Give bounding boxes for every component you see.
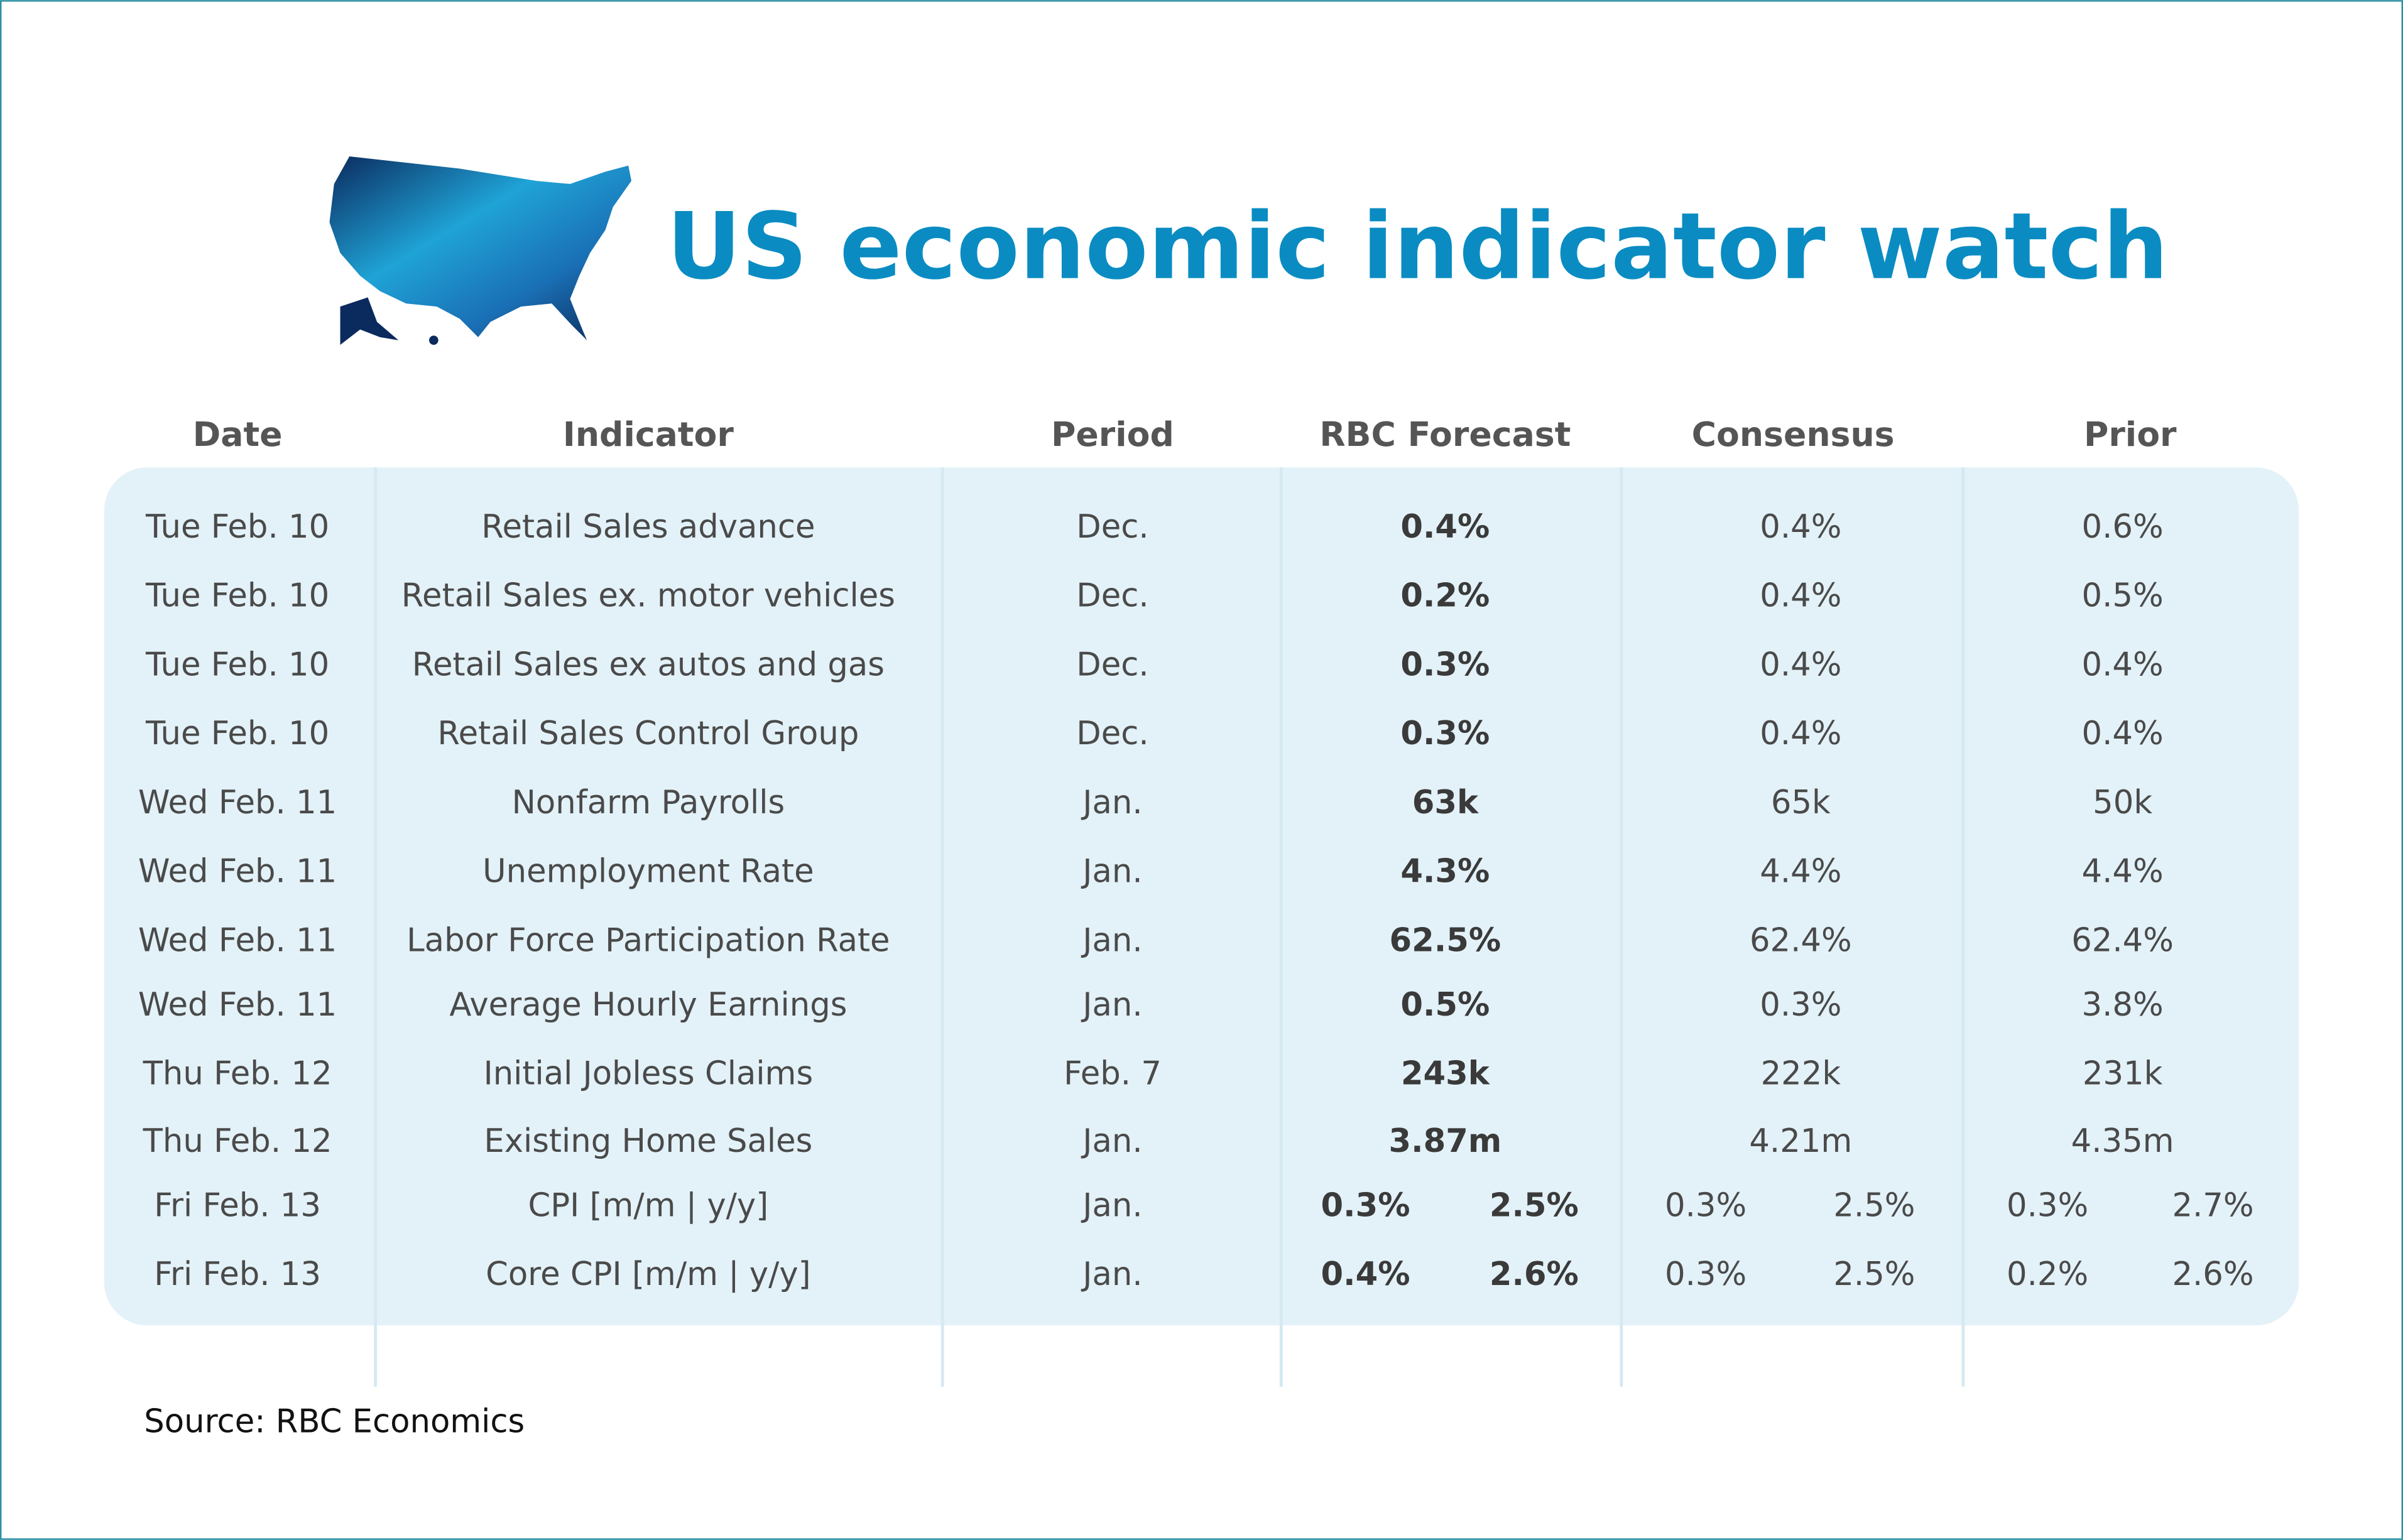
cell: 2.6%: [2172, 1255, 2253, 1293]
hawaii: [429, 335, 439, 345]
cell: Feb. 7: [1064, 1055, 1162, 1093]
cell: 222k: [1761, 1055, 1841, 1093]
cell: 50k: [2093, 784, 2152, 822]
cell: Retail Sales ex autos and gas: [412, 646, 885, 683]
column-header: RBC Forecast: [1319, 415, 1571, 454]
cell: 2.5%: [1490, 1186, 1579, 1224]
cell: 0.3%: [1665, 1255, 1746, 1293]
cell: 0.5%: [2082, 577, 2164, 615]
cell: 0.2%: [1400, 577, 1490, 615]
cell: Wed Feb. 11: [138, 784, 337, 822]
cell: Thu Feb. 12: [143, 1055, 332, 1093]
cell: 4.4%: [1760, 853, 1841, 891]
cell: 0.4%: [1760, 715, 1841, 752]
column-header: Prior: [2084, 415, 2177, 454]
cell: Dec.: [1076, 577, 1148, 615]
cell: 2.7%: [2172, 1186, 2253, 1224]
cell: 0.6%: [2082, 508, 2164, 546]
cell: 4.35m: [2071, 1122, 2174, 1160]
column-header: Date: [193, 415, 283, 454]
cell: Labor Force Participation Rate: [406, 921, 890, 959]
cell: 62.4%: [2071, 921, 2174, 959]
cell: 0.3%: [1400, 715, 1490, 752]
cell: 2.6%: [1490, 1255, 1579, 1293]
cell: 2.5%: [1833, 1186, 1915, 1224]
cell: Tue Feb. 10: [145, 508, 329, 546]
cell: Unemployment Rate: [482, 853, 814, 891]
cell: Jan.: [1081, 784, 1142, 822]
cell: 0.3%: [1400, 646, 1490, 683]
cell: Initial Jobless Claims: [484, 1055, 814, 1093]
cell: CPI [m/m | y/y]: [528, 1186, 768, 1224]
column-header: Period: [1051, 415, 1174, 454]
cell: Dec.: [1076, 646, 1148, 683]
cell: 0.3%: [1321, 1186, 1410, 1224]
cell: Nonfarm Payrolls: [512, 784, 785, 822]
cell: Jan.: [1081, 1255, 1142, 1293]
cell: 3.8%: [2082, 986, 2164, 1024]
cell: Jan.: [1081, 986, 1142, 1024]
table-background: [104, 467, 2299, 1326]
cell: Average Hourly Earnings: [449, 986, 847, 1024]
cell: Dec.: [1076, 508, 1148, 546]
cell: Dec.: [1076, 715, 1148, 752]
cell: Fri Feb. 13: [154, 1255, 321, 1293]
cell: Wed Feb. 11: [138, 986, 337, 1024]
cell: Wed Feb. 11: [138, 921, 337, 959]
cell: Tue Feb. 10: [145, 715, 329, 752]
cell: Fri Feb. 13: [154, 1186, 321, 1224]
cell: 0.4%: [1321, 1255, 1410, 1293]
cell: Retail Sales ex. motor vehicles: [401, 577, 895, 615]
cell: 4.4%: [2082, 853, 2164, 891]
cell: 0.4%: [1760, 508, 1841, 546]
alaska: [340, 297, 399, 345]
source: Source: RBC Economics: [144, 1402, 525, 1440]
cell: 0.4%: [2082, 646, 2164, 683]
cell: 0.4%: [1760, 646, 1841, 683]
cell: 231k: [2083, 1055, 2163, 1093]
cell: Jan.: [1081, 853, 1142, 891]
cell: 0.4%: [2082, 715, 2164, 752]
cell: 4.21m: [1749, 1122, 1852, 1160]
title: US economic indicator watch: [667, 193, 2168, 300]
cell: 62.5%: [1390, 921, 1501, 959]
cell: 0.4%: [1400, 508, 1490, 546]
cell: Jan.: [1081, 1122, 1142, 1160]
cell: 3.87m: [1388, 1122, 1501, 1160]
cell: 4.3%: [1400, 853, 1490, 891]
cell: 0.3%: [2007, 1186, 2088, 1224]
cell: 0.2%: [2007, 1255, 2088, 1293]
cell: 243k: [1401, 1055, 1491, 1093]
cell: Tue Feb. 10: [145, 577, 329, 615]
cell: Wed Feb. 11: [138, 853, 337, 891]
cell: Jan.: [1081, 921, 1142, 959]
cell: 62.4%: [1750, 921, 1852, 959]
cell: 0.3%: [1665, 1186, 1746, 1224]
cell: Thu Feb. 12: [143, 1122, 332, 1160]
cell: Existing Home Sales: [484, 1122, 812, 1160]
cell: Jan.: [1081, 1186, 1142, 1224]
column-header: Consensus: [1692, 415, 1895, 454]
cell: 2.5%: [1833, 1255, 1915, 1293]
cell: 0.4%: [1760, 577, 1841, 615]
cell: 0.5%: [1400, 986, 1490, 1024]
cell: 63k: [1412, 784, 1479, 822]
table: Date Indicator Period RBC Forecast Consensus…: [138, 415, 2254, 1387]
cell: 0.3%: [1760, 986, 1841, 1024]
cell: Tue Feb. 10: [145, 646, 329, 683]
us-map: [329, 156, 632, 340]
column-header: Indicator: [563, 415, 734, 454]
cell: 65k: [1771, 784, 1831, 822]
cell: Core CPI [m/m | y/y]: [486, 1255, 811, 1293]
cell: Retail Sales advance: [481, 508, 815, 546]
cell: Retail Sales Control Group: [437, 715, 859, 752]
